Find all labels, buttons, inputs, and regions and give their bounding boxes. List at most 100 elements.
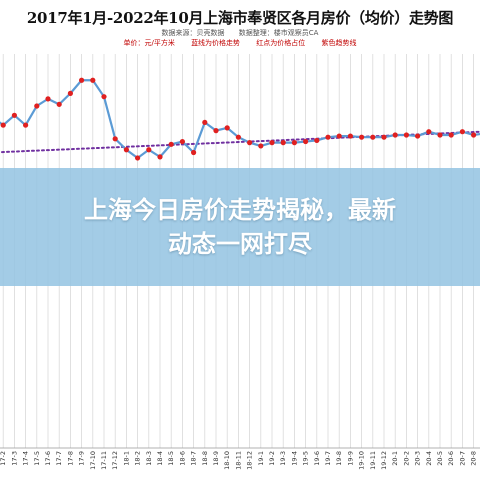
data-point [135,155,141,161]
data-point [437,132,443,138]
source-data: 数据来源：贝壳数据 [161,29,225,37]
data-point [112,136,118,142]
x-tick-label: 17-7 [55,451,63,466]
x-tick-label: 19-1 [257,451,265,466]
x-tick-label: 17-2 [0,451,7,466]
chart-title: 2017年1月-2022年10月上海市奉贤区各月房价（均价）走势图 [26,9,454,27]
data-point [157,154,163,160]
x-tick-label: 19-6 [313,451,321,466]
x-tick-label: 17-5 [33,451,41,466]
x-tick-label: 18-9 [212,451,220,466]
data-point [101,94,107,100]
x-tick-label: 19-3 [279,451,287,466]
x-tick-label: 18-8 [201,451,209,466]
x-tick-label: 18-11 [234,451,242,470]
x-tick-label: 18-10 [223,451,231,470]
note-red-dots: 红点为价格占位 [256,39,306,47]
data-point [325,134,331,140]
x-tick-label: 19-7 [324,451,332,466]
series-layer [0,77,480,161]
x-tick-label: 19-2 [268,451,276,466]
note-unit: 单价：元/平方米 [123,39,175,47]
data-point [0,122,6,128]
data-point [258,143,264,149]
x-tick-label: 17-3 [10,451,18,466]
x-tick-label: 18-3 [145,451,153,466]
data-point [235,134,241,140]
data-point [213,128,219,134]
data-point [370,134,376,140]
x-tick-label: 18-4 [156,451,164,466]
x-tick-label: 17-6 [44,451,52,466]
x-tick-label: 19-12 [380,451,388,470]
x-tick-label: 17-8 [66,451,74,466]
data-point [79,77,85,83]
data-point [123,147,129,153]
chart-source: 数据来源：贝壳数据 数据整理：楼市观察员CA [0,28,480,38]
x-tick-label: 20-2 [402,451,410,466]
data-point [56,101,62,107]
data-point [392,132,398,138]
data-point [336,133,342,139]
note-blue-line: 蓝线为价格走势 [191,39,241,47]
x-tick-label: 19-10 [358,451,366,470]
x-tick-label: 20-4 [425,451,433,466]
data-point [415,133,421,139]
note-trendline: 紫色趋势线 [321,39,357,47]
data-point [426,129,432,135]
x-tick-label: 20-7 [458,451,466,466]
data-point [403,132,409,138]
x-tick-label: 19-4 [290,451,298,466]
x-tick-label: 19-11 [369,451,377,470]
data-point [179,138,185,145]
x-tick-label: 18-2 [134,451,142,466]
data-point [146,147,152,153]
x-tick-label: 17-10 [89,451,97,470]
data-point [291,140,297,146]
data-point [168,141,174,147]
x-tick-label: 17-9 [78,451,86,466]
x-tick-label: 19-9 [346,451,354,466]
x-tick-label: 20-8 [470,451,478,466]
data-point [269,140,275,146]
x-tick-label: 17-4 [22,451,30,466]
x-tick-label: 18-5 [167,451,175,466]
x-tick-label: 20-1 [391,451,399,466]
chart-notes: 单价：元/平方米 蓝线为价格走势 红点为价格占位 紫色趋势线 [0,38,480,48]
x-tick-label: 18-1 [122,451,130,466]
series-line [0,79,480,160]
x-tick-label: 17-11 [100,451,108,470]
data-point [202,119,208,126]
x-tick-label: 18-12 [246,451,254,470]
x-tick-label: 20-3 [414,451,422,466]
data-point [314,137,320,144]
data-point [191,149,197,156]
data-point [45,96,51,102]
data-point [90,77,96,83]
data-point [23,122,29,128]
x-tick-label: 19-8 [335,451,343,466]
data-point [247,140,253,146]
data-point [471,132,477,138]
x-tick-label: 18-6 [178,451,186,466]
x-tick-label: 19-5 [302,451,310,466]
data-point [303,138,309,145]
headline-line-2: 动态一网打尽 [168,230,312,258]
data-point [11,112,17,118]
data-point [280,140,286,146]
data-point [448,132,454,138]
data-point [67,90,73,96]
data-point [381,134,387,140]
x-tick-label: 20-6 [447,451,455,466]
data-point [359,134,365,140]
x-tick-label: 17-12 [111,451,119,470]
source-organizer: 数据整理：楼市观察员CA [238,29,319,37]
headline-banner: 上海今日房价走势揭秘，最新 动态一网打尽 [0,168,480,286]
x-tick-label: 18-7 [190,451,198,466]
data-point [459,129,465,135]
data-point [34,103,40,109]
x-tick-label: 20-5 [436,451,444,466]
x-axis: 17-117-217-317-417-517-617-717-817-917-1… [0,451,478,470]
data-point [224,125,230,131]
data-point [347,133,353,139]
